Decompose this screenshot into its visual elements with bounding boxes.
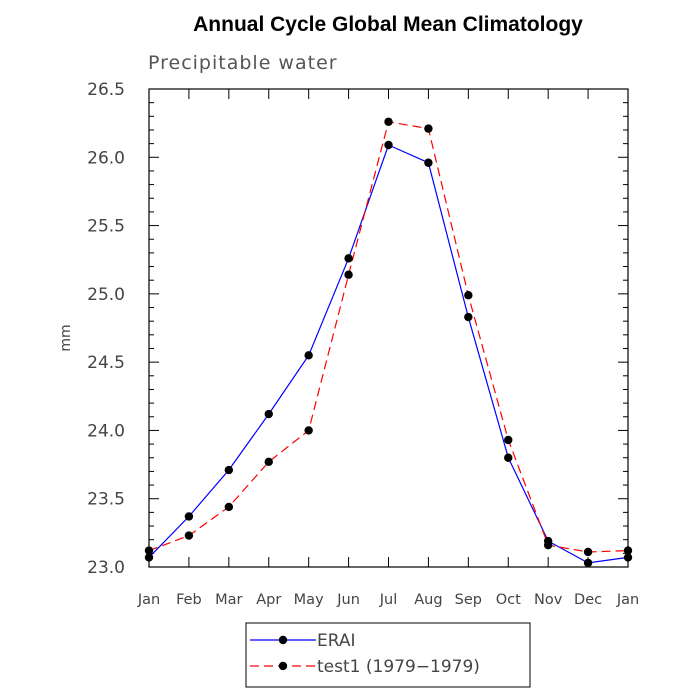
x-tick-label: Jul	[379, 592, 398, 608]
legend-marker-0	[278, 635, 288, 645]
legend-label-0: ERAI	[317, 631, 356, 651]
x-tick-label: Oct	[496, 592, 521, 608]
y-tick-label: 23.5	[87, 490, 125, 510]
x-tick-label: Jan	[137, 592, 160, 608]
series-1-point	[144, 546, 154, 555]
y-axis: 23.0 23.5 24.0 24.5 25.0 25.5 26.0 26.5	[87, 80, 628, 578]
x-tick-label: Mar	[215, 592, 242, 608]
x-tick-label: Jun	[336, 592, 360, 608]
chart-title: Annual Cycle Global Mean Climatology	[193, 13, 583, 36]
y-tick-label: 23.0	[87, 558, 125, 578]
series-0-point	[264, 409, 273, 419]
legend: ERAI test1 (1979−1979)	[245, 622, 531, 688]
series-1-point	[344, 270, 353, 279]
plot-frame	[148, 88, 629, 568]
series-0-point	[504, 453, 513, 462]
x-tick-label: Dec	[574, 592, 602, 608]
series-layer	[144, 117, 633, 568]
y-tick-label: 25.5	[87, 217, 125, 237]
series-1-point	[504, 435, 513, 445]
series-1-point	[304, 426, 313, 435]
y-tick-label: 26.5	[87, 80, 125, 100]
legend-box	[245, 622, 531, 688]
x-tick-label: May	[294, 592, 324, 608]
x-tick-label: Apr	[256, 592, 281, 608]
series-1-point	[224, 502, 234, 512]
series-0-point	[583, 558, 593, 568]
series-1-point	[424, 124, 433, 133]
series-0-point	[464, 312, 473, 322]
chart-subtitle: Precipitable water	[148, 52, 338, 74]
series-line-0	[148, 144, 629, 564]
y-tick-label: 26.0	[87, 148, 125, 168]
series-1-point	[384, 117, 393, 126]
series-0-point	[384, 140, 393, 150]
series-0-point	[184, 512, 194, 521]
series-1-point	[264, 457, 273, 467]
x-axis: Jan Feb Mar Apr May Jun Jul Aug Sep Oct Nov Dec Jan	[137, 89, 639, 608]
legend-marker-1	[278, 661, 288, 671]
x-tick-label: Sep	[455, 592, 482, 608]
series-0-point	[344, 254, 353, 263]
series-1-point	[543, 540, 553, 550]
series-1-point	[184, 531, 194, 540]
x-tick-label: Aug	[414, 592, 442, 608]
x-tick-label: Feb	[176, 592, 202, 608]
series-1-point	[623, 546, 633, 555]
series-0-point	[144, 553, 154, 562]
series-1-point	[583, 547, 593, 557]
y-tick-label: 24.0	[87, 421, 125, 441]
series-0-point	[224, 465, 234, 475]
y-axis-label: mm	[58, 324, 74, 351]
x-tick-label: Jan	[616, 592, 639, 608]
x-tick-label: Nov	[534, 592, 563, 608]
series-1-point	[464, 291, 473, 300]
series-0-point	[623, 553, 633, 562]
y-tick-label: 25.0	[87, 285, 125, 305]
legend-label-1: test1 (1979−1979)	[317, 657, 480, 677]
series-line-1	[148, 121, 629, 553]
series-0-point	[424, 158, 433, 167]
y-tick-label: 24.5	[87, 353, 125, 373]
series-0-point	[304, 351, 313, 360]
